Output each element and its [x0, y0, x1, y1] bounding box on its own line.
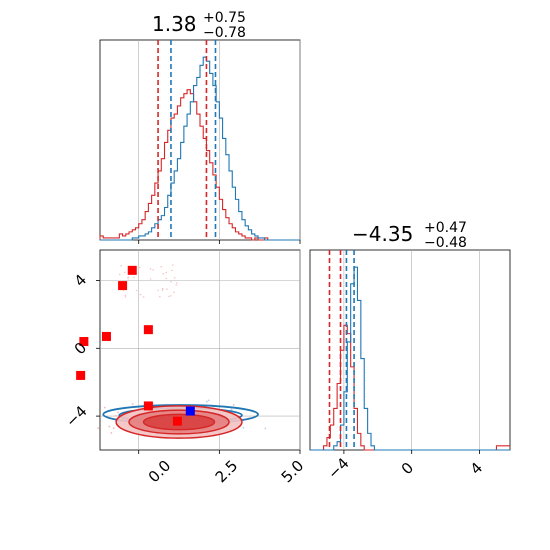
y-tick-label: 4 — [71, 271, 90, 290]
sample-point — [97, 427, 100, 430]
sample-point — [166, 288, 168, 291]
sample-point — [127, 276, 130, 278]
x-ticks-hist2: −4 0 4 — [324, 454, 486, 482]
sample-point — [120, 264, 122, 267]
sample-point — [139, 293, 142, 296]
sample-point — [165, 271, 168, 274]
marker-red — [79, 337, 89, 347]
sample-point — [207, 399, 210, 402]
y-ticks-scatter: 4 0 −4 — [62, 271, 90, 431]
sample-point — [165, 277, 168, 280]
x-tick-label: 5.0 — [278, 457, 308, 487]
title-2-minus: −0.48 — [424, 235, 467, 251]
marker-red — [101, 331, 111, 341]
sample-point — [131, 403, 134, 406]
marker-blue — [185, 406, 195, 416]
sample-point — [110, 432, 113, 434]
sample-point — [242, 426, 245, 429]
histogram-param-2 — [310, 250, 510, 454]
sample-point — [149, 278, 152, 280]
sample-point — [118, 273, 121, 276]
x-ticks-scatter: 0.0 2.5 5.0 — [145, 457, 308, 487]
x-tick-label: 0.0 — [145, 457, 175, 487]
sample-point — [160, 265, 163, 268]
x-tick-label: 4 — [467, 459, 486, 478]
marker-red — [118, 281, 128, 291]
marker-red — [143, 401, 153, 411]
title-2-plus: +0.47 — [424, 220, 467, 236]
sample-point — [124, 296, 127, 298]
x-tick-label: 2.5 — [212, 457, 242, 487]
title-param-1: 1.38 +0.75 −0.78 — [152, 10, 246, 41]
sample-point — [115, 414, 117, 417]
sample-point — [232, 404, 235, 406]
sample-point — [112, 427, 115, 430]
sample-point — [157, 289, 159, 292]
sample-point — [176, 282, 178, 284]
title-1-plus: +0.75 — [203, 10, 246, 26]
sample-point — [138, 266, 141, 269]
title-2-median: −4.35 — [352, 222, 413, 246]
sample-point — [205, 400, 208, 403]
sample-point — [142, 296, 145, 298]
sample-point — [173, 276, 176, 279]
histogram-param-1 — [99, 40, 301, 244]
sample-point — [175, 284, 177, 286]
scatter-density — [76, 250, 301, 454]
marker-red — [143, 325, 153, 335]
series-blue — [100, 56, 300, 241]
sample-point — [133, 276, 135, 279]
series-red — [99, 89, 300, 241]
sample-point — [124, 294, 127, 297]
series-blue — [310, 266, 510, 451]
y-tick-label: −4 — [62, 402, 90, 430]
sample-point — [123, 271, 126, 274]
sample-point — [170, 280, 172, 283]
sample-point — [158, 295, 161, 298]
title-1-median: 1.38 — [152, 12, 197, 36]
sample-point — [149, 268, 152, 270]
sample-point — [127, 279, 130, 281]
sample-point — [264, 427, 267, 430]
title-1-minus: −0.78 — [203, 25, 246, 41]
sample-point — [103, 406, 106, 409]
sample-point — [162, 273, 164, 275]
marker-red — [127, 265, 137, 275]
sample-point — [152, 269, 154, 271]
title-param-2: −4.35 +0.47 −0.48 — [352, 220, 467, 251]
sample-point — [161, 287, 164, 290]
sample-point — [135, 289, 138, 292]
sample-point — [167, 295, 170, 298]
x-tick-label: −4 — [324, 454, 352, 482]
sample-point — [230, 408, 233, 411]
marker-red — [172, 416, 182, 426]
sample-point — [117, 411, 119, 414]
sample-point — [171, 264, 174, 266]
sample-point — [171, 269, 173, 272]
sample-point — [108, 425, 111, 428]
marker-red — [76, 370, 86, 380]
sample-point — [173, 291, 175, 294]
sample-point — [170, 295, 172, 297]
sample-point — [161, 289, 164, 291]
x-tick-label: 0 — [398, 459, 417, 478]
